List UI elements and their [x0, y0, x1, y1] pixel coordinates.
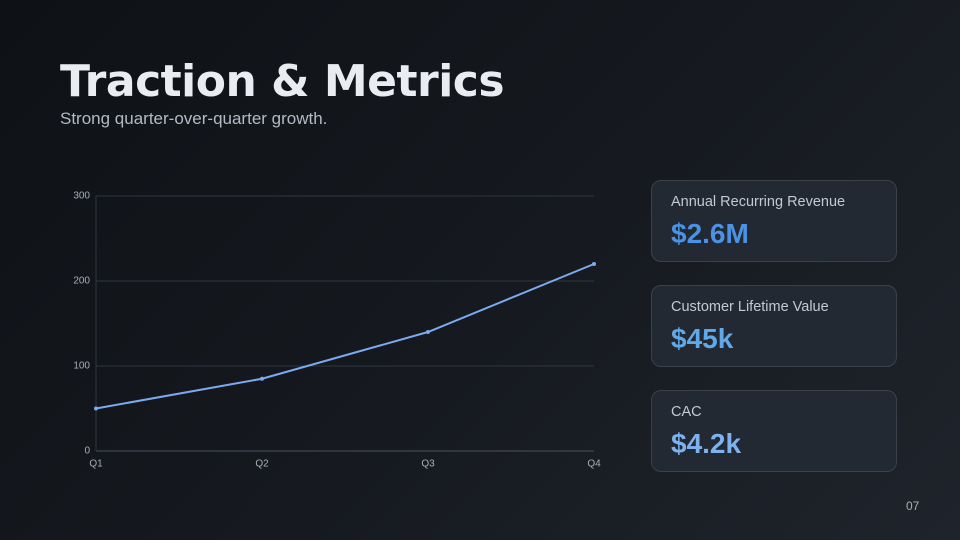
line [95, 263, 595, 410]
x-tick-label: Q2 [255, 459, 269, 470]
metric-value: $4.2k [671, 428, 742, 459]
metric-label: CAC [671, 404, 702, 420]
y-tick-label: 100 [73, 361, 90, 372]
y-tick-label: 0 [84, 446, 90, 457]
metric-label: Annual Recurring Revenue [671, 194, 846, 210]
y-tick-label: 200 [73, 276, 90, 287]
metric-card: CAC $4.2k [651, 390, 897, 472]
page-number: 07 [906, 499, 920, 513]
point [260, 376, 264, 381]
metric-card: Annual Recurring Revenue $2.6M [651, 180, 897, 262]
metric-label: Customer Lifetime Value [671, 299, 829, 315]
chart: 0 100 200 300 Q1 Q2 Q3 Q4 [73, 191, 601, 470]
x-tick-label: Q4 [587, 459, 601, 470]
point [426, 330, 430, 334]
subtitle: Strong quarter-over-quarter growth. [60, 109, 328, 128]
metric-value: $45k [671, 323, 734, 354]
metric-card: Customer Lifetime Value $45k [651, 285, 897, 367]
point [94, 406, 98, 411]
x-tick-label: Q1 [89, 459, 103, 470]
title: Traction & Metrics [60, 56, 505, 107]
x-tick-label: Q3 [421, 459, 435, 470]
y-tick-label: 300 [73, 191, 90, 202]
metric-value: $2.6M [671, 218, 749, 249]
point [592, 262, 596, 266]
